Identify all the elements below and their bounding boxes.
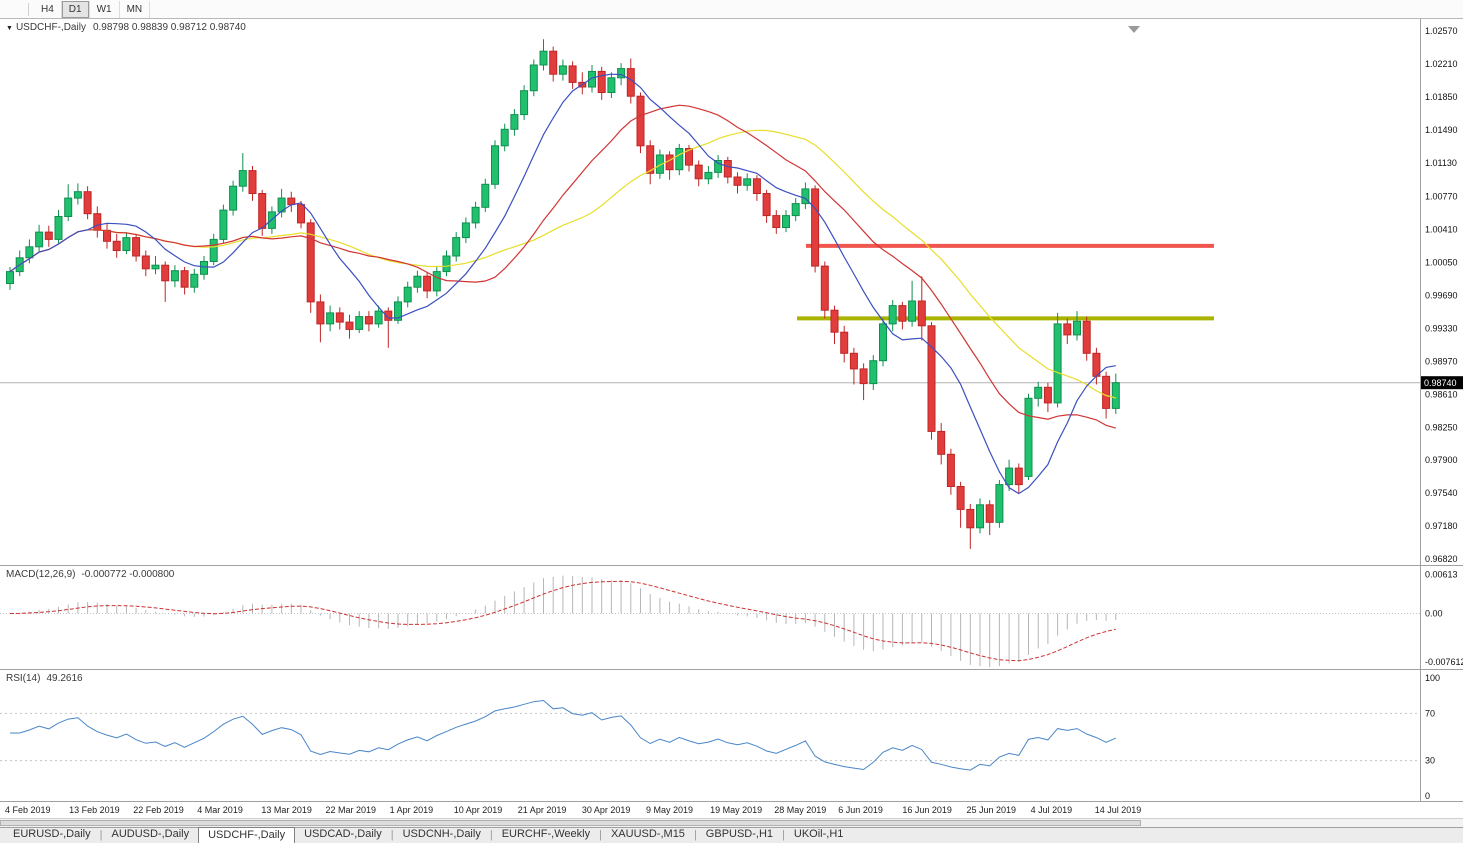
- tab-separator: |: [782, 829, 785, 841]
- tab-eurchf-weekly[interactable]: EURCHF-,Weekly: [501, 828, 591, 840]
- ma-9-line: [9, 73, 1116, 495]
- timeframe-h4-button[interactable]: H4: [34, 0, 62, 18]
- scrollbar-thumb[interactable]: [0, 820, 1142, 826]
- rsi-title: RSI(14) 49.2616: [6, 673, 83, 684]
- date-label: 21 Apr 2019: [517, 805, 567, 815]
- date-label: 4 Mar 2019: [197, 805, 243, 815]
- timeframe-mn-button[interactable]: MN: [120, 0, 151, 18]
- main-chart-panel[interactable]: 1.02570 1.02210 1.01850 1.01490 1.01130 1.007…: [0, 19, 1463, 565]
- svg-text:0.97180: 0.97180: [1425, 521, 1458, 531]
- rsi-line: [10, 699, 1116, 771]
- chart-shift-marker: [1128, 26, 1140, 33]
- ma-30-line: [9, 129, 1116, 399]
- tab-ukoil-h1[interactable]: UKOil-,H1: [793, 828, 844, 840]
- date-label: 25 Jun 2019: [966, 805, 1017, 815]
- tab-separator: |: [599, 829, 602, 841]
- symbol-label: USDCHF-,Daily: [15, 22, 86, 33]
- tab-audusd-daily[interactable]: AUDUSD-,Daily: [111, 828, 190, 840]
- date-label: 4 Jul 2019: [1030, 805, 1073, 815]
- macd-signal-line: [9, 580, 1116, 662]
- svg-text:-0.007612: -0.007612: [1425, 657, 1463, 667]
- date-label: 30 Apr 2019: [581, 805, 631, 815]
- svg-text:0.98250: 0.98250: [1425, 423, 1458, 433]
- timeframe-d1-button[interactable]: D1: [61, 0, 90, 18]
- tab-separator: |: [489, 829, 493, 841]
- svg-text:0.98970: 0.98970: [1425, 357, 1458, 367]
- svg-text:0.96820: 0.96820: [1425, 554, 1458, 564]
- date-label: 28 May 2019: [774, 805, 827, 815]
- svg-text:1.00410: 1.00410: [1425, 224, 1458, 234]
- chart-title: ▼ USDCHF-,Daily 0.98798 0.98839 0.98712 0.…: [6, 22, 246, 33]
- rsi-chart[interactable]: 100 70 30 0: [0, 670, 1463, 801]
- ma-20-line: [9, 104, 1116, 429]
- svg-text:1.00050: 1.00050: [1425, 257, 1458, 267]
- svg-text:1.02210: 1.02210: [1425, 59, 1458, 69]
- svg-text:0.97900: 0.97900: [1425, 455, 1458, 465]
- tab-separator: |: [693, 829, 697, 841]
- macd-title: MACD(12,26,9) -0.000772 -0.000800: [6, 569, 174, 580]
- timeframe-w1-button[interactable]: W1: [90, 0, 120, 18]
- date-label: 14 Jul 2019: [1094, 805, 1142, 815]
- timeframe-toolbar: H4 D1 W1 MN: [0, 0, 1463, 19]
- date-label: 10 Apr 2019: [453, 805, 503, 815]
- svg-text:0.99690: 0.99690: [1425, 291, 1458, 301]
- macd-chart[interactable]: 0.00613 0.00 -0.007612: [0, 566, 1463, 669]
- svg-text:0.00: 0.00: [1425, 609, 1443, 619]
- svg-text:0.97540: 0.97540: [1425, 488, 1458, 498]
- collapse-arrow-icon[interactable]: ▼: [6, 25, 13, 32]
- tab-usdcnh-daily[interactable]: USDCNH-,Daily: [402, 828, 481, 840]
- tab-gbpusd-h1[interactable]: GBPUSD-,H1: [705, 828, 774, 840]
- svg-text:100: 100: [1425, 673, 1440, 683]
- date-label: 13 Mar 2019: [261, 805, 312, 815]
- ohlc-values: 0.98798 0.98839 0.98712 0.98740: [92, 22, 246, 33]
- horizontal-scrollbar[interactable]: [0, 818, 1463, 827]
- date-label: 4 Feb 2019: [5, 805, 51, 815]
- tab-xauusd-m15[interactable]: XAUUSD-,M15: [610, 828, 685, 840]
- tab-usdcad-daily[interactable]: USDCAD-,Daily: [304, 828, 382, 840]
- tab-separator: |: [99, 829, 103, 841]
- macd-label: MACD(12,26,9): [6, 569, 76, 580]
- svg-text:0.99330: 0.99330: [1425, 324, 1458, 334]
- tab-usdchf-daily[interactable]: USDCHF-,Daily: [198, 827, 296, 843]
- svg-text:1.01490: 1.01490: [1425, 125, 1458, 135]
- date-label: 1 Apr 2019: [389, 805, 434, 815]
- date-axis: 4 Feb 2019 13 Feb 2019 22 Feb 2019 4 Mar 20…: [0, 801, 1463, 818]
- macd-values: -0.000772 -0.000800: [81, 569, 175, 580]
- svg-text:0: 0: [1425, 791, 1430, 801]
- svg-text:70: 70: [1425, 708, 1435, 718]
- date-label: 22 Mar 2019: [325, 805, 377, 815]
- svg-text:0.98610: 0.98610: [1425, 390, 1458, 400]
- macd-panel[interactable]: 0.00613 0.00 -0.007612 MACD(12,26,9) -0.000…: [0, 565, 1463, 669]
- date-label: 22 Feb 2019: [133, 805, 184, 815]
- symbol-tabs: EURUSD-,Daily | AUDUSD-,Daily USDCHF-,Daily…: [0, 827, 1463, 843]
- svg-text:1.02570: 1.02570: [1425, 26, 1458, 36]
- candlestick-chart[interactable]: 1.02570 1.02210 1.01850 1.01490 1.01130 1.007…: [0, 19, 1463, 565]
- rsi-panel[interactable]: 100 70 30 0 RSI(14) 49.2616: [0, 669, 1463, 801]
- svg-text:1.00770: 1.00770: [1425, 191, 1458, 201]
- tab-eurusd-daily[interactable]: EURUSD-,Daily: [13, 828, 91, 840]
- rsi-value: 49.2616: [46, 673, 83, 684]
- tab-separator: |: [390, 829, 394, 841]
- svg-text:0.00613: 0.00613: [1425, 569, 1458, 579]
- svg-text:0.98740: 0.98740: [1424, 378, 1457, 388]
- date-label: 16 Jun 2019: [902, 805, 952, 815]
- svg-text:1.01850: 1.01850: [1425, 92, 1458, 102]
- date-label: 13 Feb 2019: [69, 805, 120, 815]
- date-label: 9 May 2019: [646, 805, 694, 815]
- rsi-label: RSI(14): [6, 673, 41, 684]
- date-label: 6 Jun 2019: [838, 805, 883, 815]
- svg-text:30: 30: [1425, 756, 1435, 766]
- date-label: 19 May 2019: [710, 805, 763, 815]
- svg-text:1.01130: 1.01130: [1425, 158, 1457, 168]
